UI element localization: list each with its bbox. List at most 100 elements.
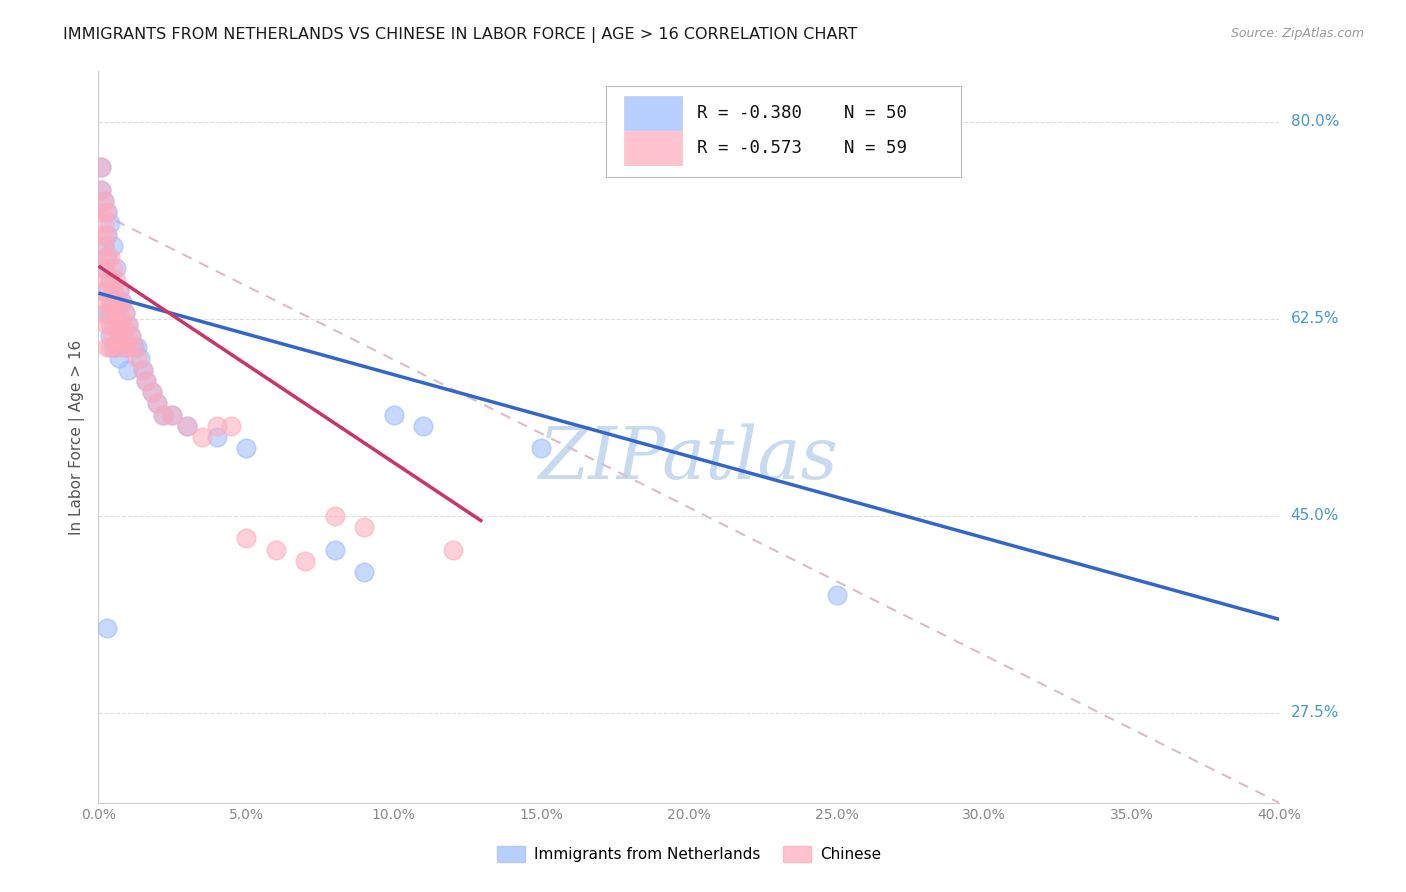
Point: [152, 408, 174, 422]
Point: [162, 408, 183, 422]
Point: [90, 205, 112, 219]
Point: [105, 272, 128, 286]
Point: [98, 328, 121, 343]
Point: [141, 385, 163, 400]
Point: [96, 306, 118, 320]
Point: [93, 261, 115, 276]
Point: [98, 216, 121, 230]
Point: [176, 418, 198, 433]
Point: [111, 295, 134, 310]
Point: [125, 351, 148, 366]
Legend: Immigrants from Netherlands, Chinese: Immigrants from Netherlands, Chinese: [491, 840, 887, 868]
Point: [98, 318, 121, 332]
Point: [103, 239, 125, 253]
Y-axis label: In Labor Force | Age > 16: In Labor Force | Age > 16: [69, 340, 86, 534]
Point: [108, 328, 131, 343]
Point: [103, 295, 125, 310]
Point: [111, 340, 134, 354]
Text: R = -0.573    N = 59: R = -0.573 N = 59: [697, 139, 907, 157]
Point: [117, 318, 139, 332]
Point: [96, 621, 118, 635]
Point: [111, 318, 134, 332]
Point: [96, 227, 118, 242]
Point: [103, 306, 125, 320]
Text: R = -0.380    N = 50: R = -0.380 N = 50: [697, 104, 907, 122]
Point: [111, 328, 134, 343]
Point: [114, 340, 136, 354]
Point: [93, 216, 115, 230]
Point: [93, 239, 115, 253]
Point: [125, 340, 148, 354]
Point: [162, 408, 183, 422]
Point: [108, 284, 131, 298]
Point: [114, 328, 136, 343]
Point: [96, 295, 118, 310]
Text: ZIPatlas: ZIPatlas: [538, 424, 839, 494]
Point: [108, 284, 131, 298]
Point: [96, 205, 118, 219]
Point: [382, 408, 405, 422]
Point: [353, 520, 375, 534]
Point: [105, 295, 128, 310]
Point: [96, 272, 118, 286]
Point: [103, 261, 125, 276]
Point: [323, 508, 346, 523]
Point: [103, 318, 125, 332]
Point: [122, 340, 145, 354]
Point: [353, 565, 375, 579]
Point: [135, 374, 157, 388]
Point: [96, 227, 118, 242]
Text: 80.0%: 80.0%: [1291, 114, 1339, 129]
Point: [108, 306, 131, 320]
Point: [103, 340, 125, 354]
Point: [141, 385, 163, 400]
FancyBboxPatch shape: [606, 86, 960, 178]
Point: [412, 418, 434, 433]
Point: [90, 182, 112, 196]
Point: [105, 261, 128, 276]
FancyBboxPatch shape: [624, 96, 682, 130]
Point: [93, 284, 115, 298]
Point: [96, 205, 118, 219]
Point: [122, 340, 145, 354]
Point: [114, 306, 136, 320]
Point: [96, 250, 118, 264]
Point: [120, 328, 142, 343]
Point: [103, 328, 125, 343]
Point: [93, 261, 115, 276]
Text: 62.5%: 62.5%: [1291, 311, 1339, 326]
Point: [90, 227, 112, 242]
Point: [135, 374, 157, 388]
Point: [105, 306, 128, 320]
Point: [176, 418, 198, 433]
Point: [93, 306, 115, 320]
Point: [264, 542, 287, 557]
Point: [323, 542, 346, 557]
Point: [219, 418, 242, 433]
Point: [98, 340, 121, 354]
Point: [205, 430, 228, 444]
Point: [114, 306, 136, 320]
Text: IMMIGRANTS FROM NETHERLANDS VS CHINESE IN LABOR FORCE | AGE > 16 CORRELATION CHA: IMMIGRANTS FROM NETHERLANDS VS CHINESE I…: [63, 27, 858, 43]
Point: [90, 182, 112, 196]
Point: [98, 295, 121, 310]
Point: [235, 442, 257, 456]
Point: [105, 340, 128, 354]
Point: [111, 295, 134, 310]
Text: 27.5%: 27.5%: [1291, 706, 1339, 720]
Point: [825, 588, 848, 602]
Point: [146, 396, 169, 410]
Point: [98, 272, 121, 286]
Point: [93, 194, 115, 208]
Point: [108, 318, 131, 332]
Point: [205, 418, 228, 433]
Text: Source: ZipAtlas.com: Source: ZipAtlas.com: [1230, 27, 1364, 40]
Point: [117, 340, 139, 354]
Point: [98, 306, 121, 320]
Point: [152, 408, 174, 422]
Point: [98, 272, 121, 286]
Point: [103, 284, 125, 298]
Point: [120, 328, 142, 343]
Point: [96, 318, 118, 332]
Point: [93, 194, 115, 208]
